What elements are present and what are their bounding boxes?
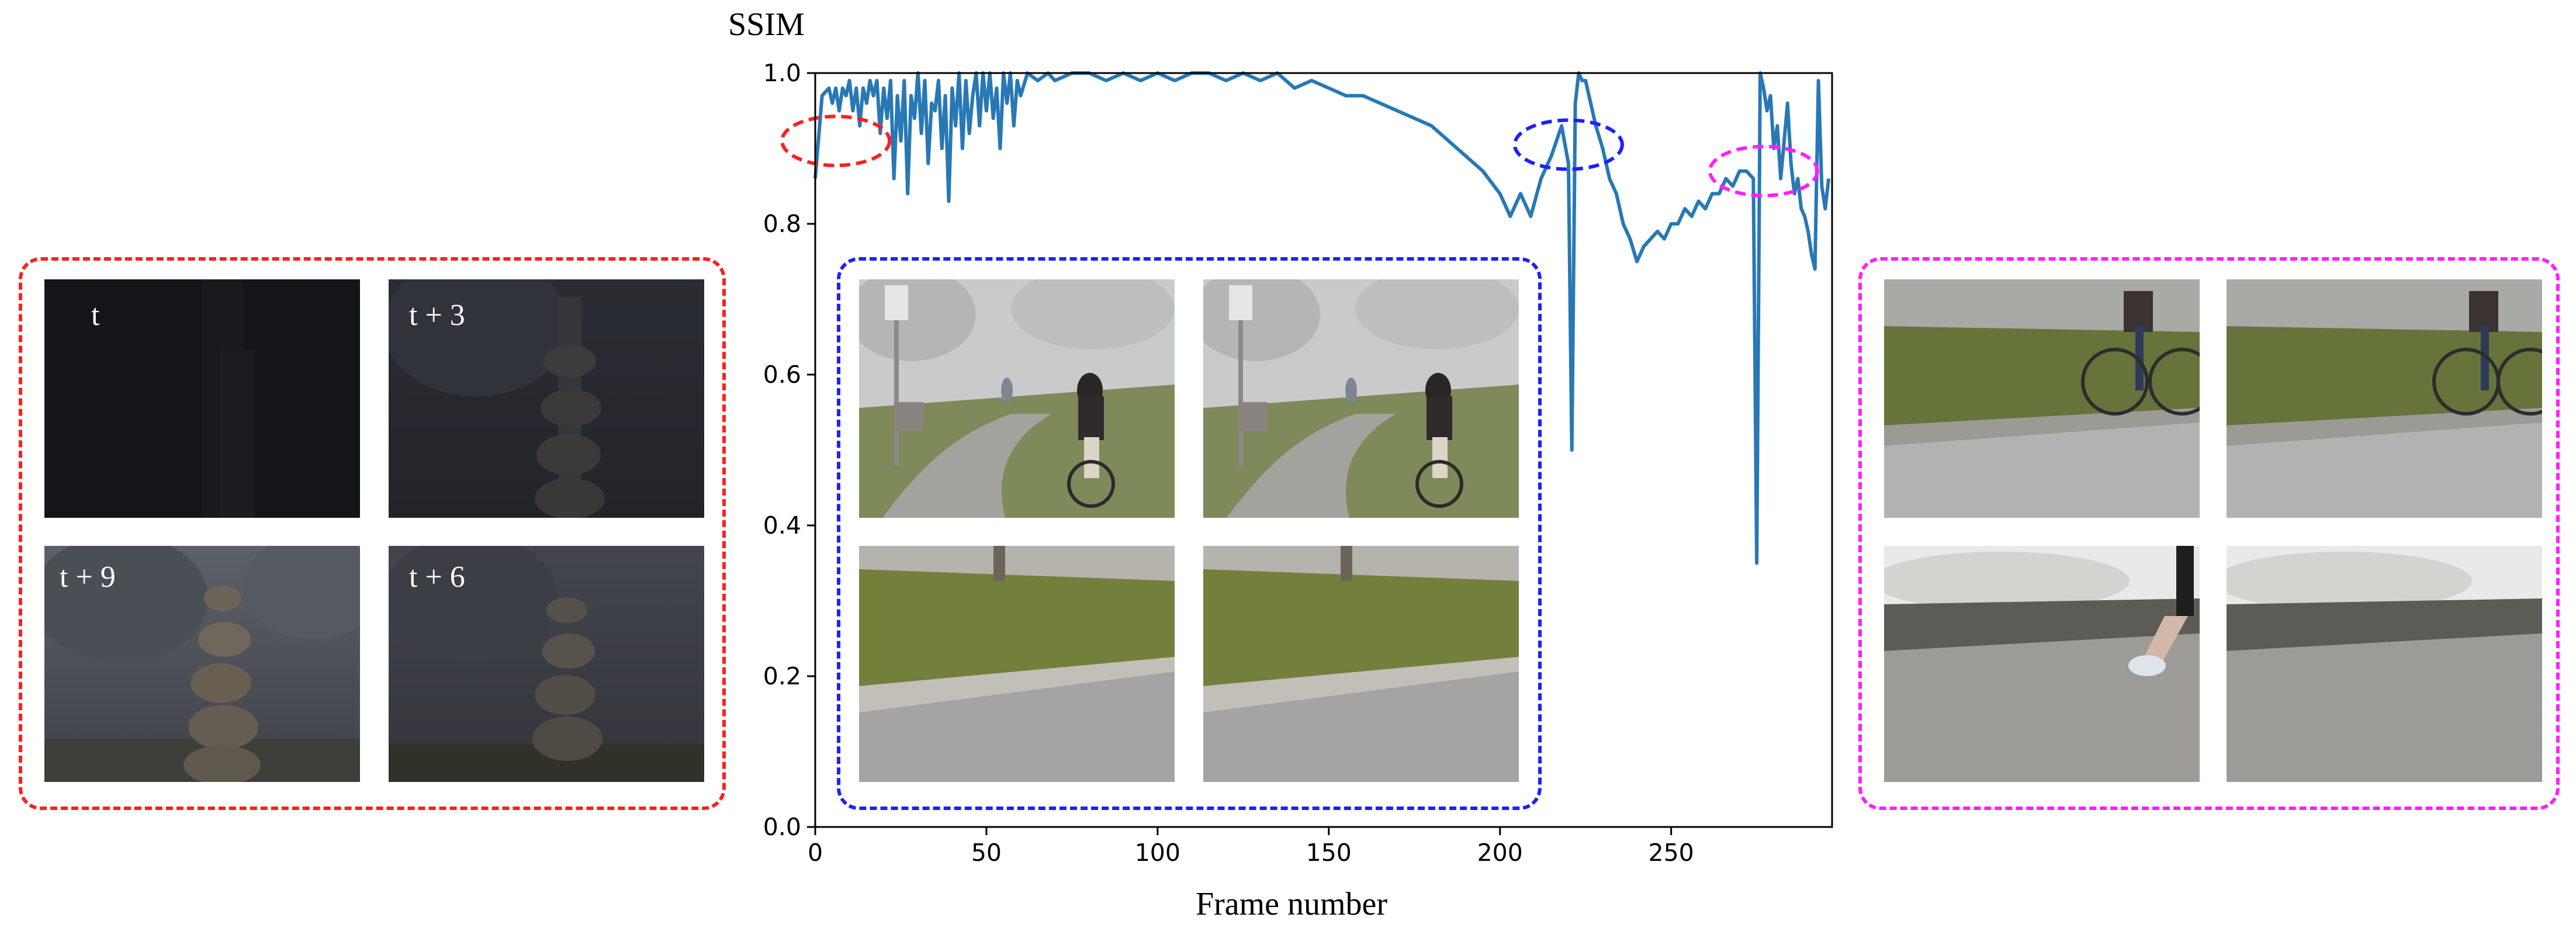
- x-tick-label: 100: [1135, 839, 1180, 867]
- x-tick-label: 250: [1649, 839, 1694, 867]
- frame-label: t + 9: [60, 560, 116, 594]
- y-tick-label: 0.6: [763, 361, 801, 389]
- frame-bicycle-2: [2227, 279, 2542, 518]
- y-tick-label: 0.4: [763, 511, 801, 539]
- annotation-ellipse: [1708, 144, 1819, 198]
- annotation-ellipse: [780, 115, 892, 168]
- red-frames-panel: [19, 257, 726, 810]
- frame-cyclist-2: [1203, 279, 1519, 518]
- x-tick-label: 150: [1306, 839, 1352, 867]
- x-tick-label: 50: [971, 839, 1002, 867]
- frame-runner-1: [1884, 546, 2200, 782]
- x-axis-label: Frame number: [1196, 886, 1387, 922]
- frame-curb-1: [859, 546, 1175, 782]
- frame-cyclist-1: [859, 279, 1175, 518]
- frame-t-plus-3: [389, 279, 704, 518]
- frame-label: t + 6: [409, 560, 465, 594]
- frame-t-plus-9: [44, 546, 360, 782]
- frame-bicycle-1: [1884, 279, 2200, 518]
- y-tick-label: 0.2: [763, 662, 801, 690]
- frame-label: t + 3: [409, 299, 465, 332]
- annotation-ellipse: [1512, 118, 1624, 171]
- frame-runner-2: [2227, 546, 2542, 782]
- y-tick-label: 0.0: [763, 813, 801, 841]
- frame-curb-2: [1203, 546, 1519, 782]
- x-tick-label: 200: [1477, 839, 1523, 867]
- y-axis-label: SSIM: [728, 6, 805, 43]
- frame-t: [44, 279, 360, 518]
- magenta-frames-panel: [1858, 257, 2560, 810]
- y-tick-label: 1.0: [763, 59, 801, 87]
- frame-label: t: [91, 299, 100, 332]
- frame-t-plus-6: [389, 546, 704, 782]
- y-tick-label: 0.8: [763, 210, 801, 238]
- x-tick-label: 0: [808, 839, 823, 867]
